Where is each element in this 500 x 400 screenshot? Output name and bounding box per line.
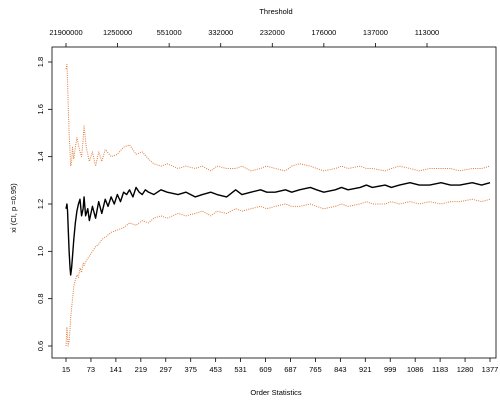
x-tick-label: 843: [334, 365, 347, 374]
y-tick-label: 1.6: [36, 104, 45, 114]
x-tick-label: 73: [87, 365, 95, 374]
y-tick-label: 1.4: [36, 151, 45, 161]
x-tick-label: 1377: [482, 365, 499, 374]
x-tick-label: 141: [110, 365, 123, 374]
x-tick-label: 765: [309, 365, 322, 374]
top-tick-label: 176000: [311, 28, 336, 37]
x-tick-label: 531: [234, 365, 247, 374]
x-tick-label: 687: [284, 365, 297, 374]
x-axis-title: Order Statistics: [250, 388, 302, 397]
top-tick-label: 137000: [363, 28, 388, 37]
top-tick-label: 21900000: [49, 28, 82, 37]
top-tick-label: 551000: [157, 28, 182, 37]
x-tick-label: 15: [62, 365, 70, 374]
y-axis-title: xi (CI, p =0.95): [9, 183, 18, 233]
top-axis-title: Threshold: [259, 7, 292, 16]
series-line-estimate: [65, 181, 491, 276]
x-tick-label: 921: [359, 365, 372, 374]
series-layer: [65, 63, 491, 347]
series-line-upper-ci: [65, 63, 491, 172]
x-tick-label: 375: [184, 365, 197, 374]
axis-layer: 15 73 141 219 297 375 453 531 609 687 765 843 921 999…: [36, 28, 498, 374]
x-tick-label: 609: [259, 365, 272, 374]
x-tick-label: 1280: [457, 365, 474, 374]
x-tick-label: 1086: [407, 365, 424, 374]
top-tick-label: 232000: [260, 28, 285, 37]
top-tick-label: 332000: [208, 28, 233, 37]
y-tick-label: 0.6: [36, 341, 45, 351]
x-tick-label: 219: [135, 365, 148, 374]
y-tick-label: 1.2: [36, 199, 45, 209]
series-line-lower-ci: [65, 198, 491, 347]
x-tick-label: 453: [209, 365, 222, 374]
top-tick-label: 113000: [415, 28, 439, 37]
plot-frame: [51, 46, 497, 359]
x-tick-label: 1183: [432, 365, 448, 374]
top-tick-label: 1250000: [103, 28, 132, 37]
x-tick-label: 999: [384, 365, 397, 374]
y-tick-label: 0.8: [36, 293, 45, 303]
x-tick-label: 297: [160, 365, 173, 374]
y-tick-label: 1.8: [36, 57, 45, 67]
y-tick-label: 1.0: [36, 246, 45, 256]
